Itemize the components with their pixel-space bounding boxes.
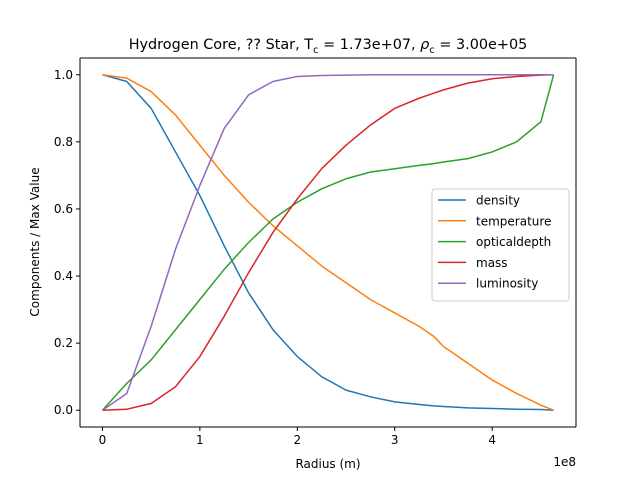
series-line-mass (102, 74, 554, 411)
y-tick-label: 0.6 (54, 202, 73, 216)
x-tick-label: 3 (391, 433, 399, 447)
x-axis-offset-text: 1e8 (553, 455, 576, 469)
y-tick-label: 1.0 (54, 68, 73, 82)
x-tick-label: 1 (196, 433, 204, 447)
chart-title: Hydrogen Core, ?? Star, Tc = 1.73e+07, ρ… (129, 37, 528, 56)
y-tick-label: 0.0 (54, 403, 73, 417)
series-line-opticaldepth (101, 74, 555, 411)
x-axis-label: Radius (m) (295, 457, 360, 471)
x-tick-label: 2 (293, 433, 301, 447)
y-axis-label: Components / Max Value (28, 167, 42, 316)
legend-label-temperature: temperature (476, 214, 551, 228)
legend-label-mass: mass (476, 256, 508, 270)
legend: density temperature opticaldepth mass lumino… (431, 188, 570, 302)
x-tick-label: 4 (488, 433, 496, 447)
series-line-density (102, 74, 554, 411)
legend-box (431, 188, 570, 302)
ticks: 0 1 2 3 4 0.0 0.2 0.4 0.6 0.8 1.0 (54, 68, 496, 447)
legend-label-density: density (476, 194, 520, 208)
legend-label-opticaldepth: opticaldepth (476, 235, 551, 249)
y-tick-label: 0.2 (54, 336, 73, 350)
series-line-temperature (102, 74, 554, 411)
x-tick-label: 0 (99, 433, 107, 447)
y-tick-label: 0.8 (54, 135, 73, 149)
plot-area (101, 74, 555, 411)
series-line-luminosity (101, 74, 554, 411)
y-tick-label: 0.4 (54, 269, 73, 283)
axes (79, 57, 577, 428)
legend-label-luminosity: luminosity (476, 277, 538, 291)
